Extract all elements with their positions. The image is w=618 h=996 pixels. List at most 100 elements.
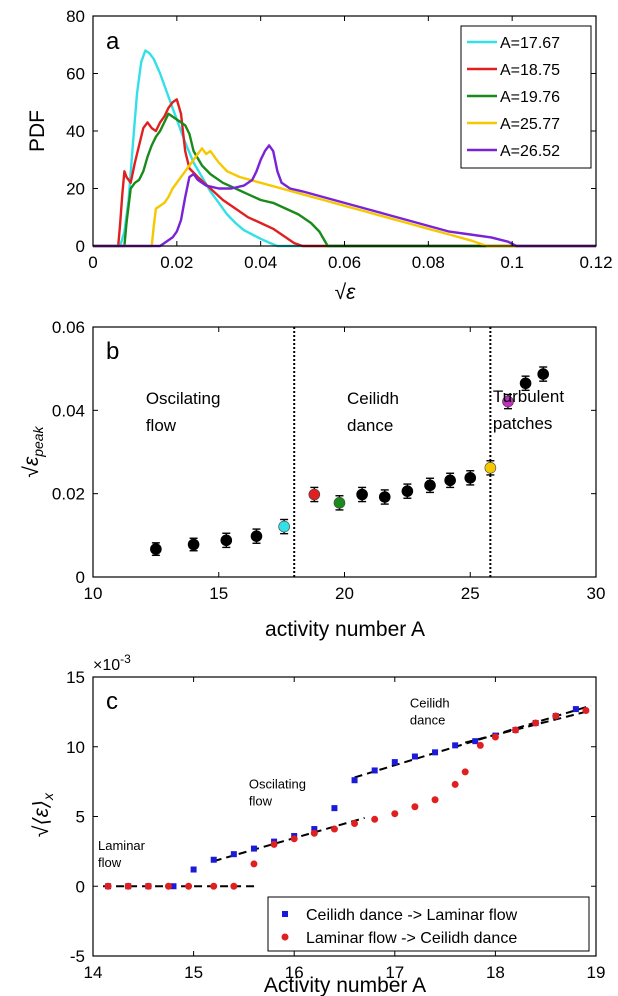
y-tick-label: 0.06 bbox=[52, 318, 85, 337]
y-tick-label: 0 bbox=[76, 237, 85, 256]
x-tick-label: 0.02 bbox=[160, 253, 193, 272]
data-point-0 bbox=[150, 542, 162, 557]
x-tick-label: 25 bbox=[461, 584, 480, 603]
x-tick-label: 19 bbox=[587, 963, 606, 982]
series-1-point bbox=[391, 810, 399, 818]
legend-entry-4: A=26.52 bbox=[500, 143, 560, 160]
panel-a-label: a bbox=[106, 28, 120, 55]
x-tick-label: 30 bbox=[587, 584, 606, 603]
series-1-point bbox=[431, 796, 439, 804]
legend-entry-0: A=17.67 bbox=[500, 35, 560, 52]
regime-label-2: Ceilidh bbox=[410, 696, 450, 711]
data-point-11 bbox=[444, 472, 456, 489]
panel-c-annotations: Laminar flow Oscilating flow Ceilidh dance bbox=[98, 696, 450, 870]
x-tick-label: 14 bbox=[84, 963, 103, 982]
data-point-2 bbox=[220, 532, 233, 549]
series-0-point bbox=[331, 805, 338, 812]
series-0-point bbox=[190, 866, 197, 873]
panel-b-ticks: 10 15 20 25 30 0 0.02 0.04 0.06 bbox=[52, 318, 606, 603]
series-1-point bbox=[310, 829, 318, 837]
series-0-point bbox=[210, 856, 217, 863]
x-tick-label: 0.08 bbox=[412, 253, 445, 272]
series-1-point bbox=[411, 803, 419, 811]
x-tick-label: 16 bbox=[285, 963, 304, 982]
series-1-point bbox=[270, 840, 278, 848]
x-tick-label: 20 bbox=[335, 584, 354, 603]
series-1-point bbox=[461, 768, 469, 776]
series-line-0 bbox=[93, 49, 596, 248]
data-point-9 bbox=[401, 483, 414, 499]
series-0-point bbox=[411, 753, 418, 760]
series-line-3 bbox=[93, 147, 596, 248]
series-line-4 bbox=[93, 144, 596, 248]
series-0-point bbox=[432, 749, 439, 756]
series-1-point bbox=[371, 815, 379, 823]
x-tick-label: 0.04 bbox=[244, 253, 277, 272]
legend-entry-1: A=18.75 bbox=[500, 62, 560, 79]
data-point-14 bbox=[502, 393, 514, 410]
y-tick-label: 10 bbox=[66, 738, 85, 757]
series-1-point bbox=[124, 882, 132, 890]
panel-a-ticks: 0 0.02 0.04 0.06 0.08 0.1 0.12 0 20 40 60 80 bbox=[66, 7, 612, 272]
x-tick-label: 0.12 bbox=[579, 253, 612, 272]
data-point-10 bbox=[424, 477, 436, 494]
data-point-1 bbox=[187, 537, 200, 552]
regime-label-1: Oscilating bbox=[249, 777, 306, 792]
panel-b-frame bbox=[92, 326, 597, 578]
panel-b-xlabel: activity number A bbox=[265, 618, 425, 641]
panel-c-ticks: 14 15 16 17 18 19 -5 0 5 10 15 bbox=[66, 668, 605, 982]
x-tick-label: 18 bbox=[486, 963, 505, 982]
series-1-point bbox=[144, 882, 152, 890]
data-point-3 bbox=[250, 528, 263, 544]
series-line-2 bbox=[93, 112, 596, 248]
series-0-point bbox=[391, 759, 398, 766]
series-0-point bbox=[371, 767, 378, 774]
series-1-point bbox=[104, 882, 112, 890]
y-tick-label: 0.04 bbox=[52, 401, 85, 420]
panel-c-multiplier: ×10-3 bbox=[93, 652, 131, 674]
panel-c-legend: Ceilidh dance -> Laminar flow Laminar flo… bbox=[267, 896, 590, 952]
series-1-point bbox=[532, 719, 540, 727]
series-0-point bbox=[230, 851, 237, 858]
regime-label-2: Turbulent bbox=[493, 387, 564, 406]
series-line-1 bbox=[93, 98, 596, 248]
series-0-point bbox=[170, 883, 177, 890]
y-tick-label: 0 bbox=[76, 877, 85, 896]
x-tick-label: 10 bbox=[84, 584, 103, 603]
data-point-6 bbox=[333, 495, 346, 511]
series-1-point bbox=[476, 741, 484, 749]
panel-c-ylabel: √⟨ε⟩x bbox=[30, 792, 56, 837]
regime-label-0: Oscilating bbox=[146, 389, 221, 408]
series-1-point bbox=[451, 780, 459, 788]
x-tick-label: 0.06 bbox=[328, 253, 361, 272]
legend-box bbox=[267, 896, 590, 952]
data-point-13 bbox=[484, 460, 497, 476]
y-tick-label: 0 bbox=[76, 568, 85, 587]
legend-marker-0 bbox=[282, 911, 288, 917]
series-0-point bbox=[351, 777, 358, 784]
regime-label-1: flow bbox=[249, 794, 273, 809]
y-tick-label: 5 bbox=[76, 808, 85, 827]
data-point-7 bbox=[356, 486, 368, 503]
regime-label-0: Laminar bbox=[98, 838, 146, 853]
y-tick-label: 20 bbox=[66, 180, 85, 199]
series-1-point bbox=[351, 819, 359, 827]
series-0-point bbox=[311, 826, 318, 833]
y-tick-label: 80 bbox=[66, 7, 85, 26]
data-point-16 bbox=[537, 366, 549, 382]
series-1-point bbox=[290, 835, 298, 843]
y-tick-label: 15 bbox=[66, 668, 85, 687]
legend-entry-2: A=19.76 bbox=[500, 89, 560, 106]
regime-label-2: dance bbox=[410, 713, 445, 728]
panel-b-plot bbox=[150, 327, 549, 577]
data-point-12 bbox=[464, 470, 477, 486]
regime-label-0: flow bbox=[146, 416, 177, 435]
series-1-point bbox=[330, 825, 338, 833]
panel-b-annotations: Oscilating flow Ceilidh dance Turbulent patch… bbox=[146, 387, 565, 435]
series-1-point bbox=[552, 712, 560, 720]
legend-entry-3: A=25.77 bbox=[500, 116, 560, 133]
series-1-point bbox=[250, 860, 258, 868]
regime-label-0: flow bbox=[98, 855, 122, 870]
data-point-15 bbox=[519, 375, 532, 392]
